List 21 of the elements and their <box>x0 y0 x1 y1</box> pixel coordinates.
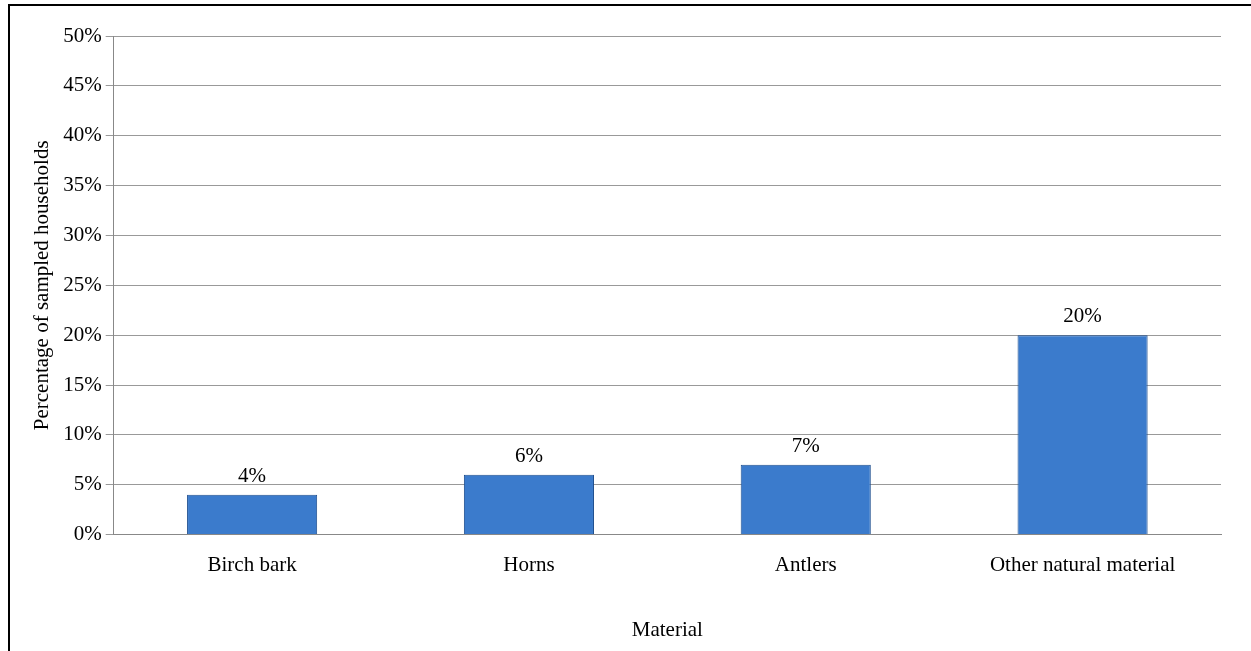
x-tick-label: Other natural material <box>989 551 1176 576</box>
y-tick-label: 40% <box>63 122 102 147</box>
y-axis-title: Percentage of sampled households <box>29 140 54 431</box>
data-label: 6% <box>514 442 543 467</box>
y-tick-label: 0% <box>73 521 102 546</box>
y-tick-label: 10% <box>63 421 102 446</box>
data-label: 4% <box>238 462 267 487</box>
x-axis-title: Material <box>631 616 704 641</box>
y-tick-label: 20% <box>63 321 102 346</box>
x-tick-label: Horns <box>503 551 555 576</box>
y-tick-label: 5% <box>73 471 102 496</box>
y-tick-label: 50% <box>63 22 102 47</box>
x-tick-label: Birch bark <box>207 551 298 576</box>
y-tick-label: 30% <box>63 221 102 246</box>
y-tick-label: 15% <box>63 371 102 396</box>
y-tick-label: 45% <box>63 72 102 97</box>
x-tick-label: Antlers <box>774 551 837 576</box>
data-label: 7% <box>791 432 820 457</box>
y-tick-label: 25% <box>63 271 102 296</box>
y-tick-label: 35% <box>63 172 102 197</box>
data-label: 20% <box>1063 303 1102 328</box>
